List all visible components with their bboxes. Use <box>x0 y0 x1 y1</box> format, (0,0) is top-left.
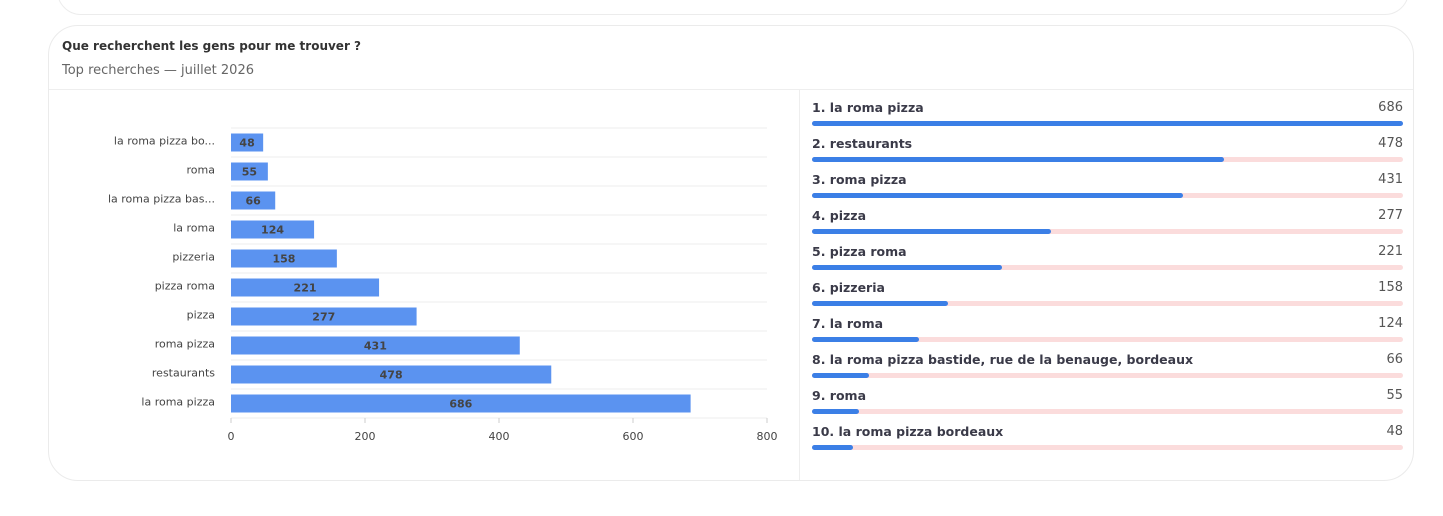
ranking-item: 3. roma pizza 431 <box>812 170 1403 206</box>
progress-track <box>812 373 1403 378</box>
ranking-item: 5. pizza roma 221 <box>812 242 1403 278</box>
card-title: Que recherchent les gens pour me trouver… <box>62 39 361 53</box>
ranking-item: 7. la roma 124 <box>812 314 1403 350</box>
value-label: 66 <box>245 195 261 208</box>
item-value: 55 <box>1386 388 1403 403</box>
y-tick-label: la roma pizza <box>141 396 215 409</box>
y-tick-label: la roma pizza bas... <box>108 193 215 206</box>
ranking-item: 1. la roma pizza 686 <box>812 98 1403 134</box>
bar <box>231 249 337 268</box>
ranking-item: 4. pizza 277 <box>812 206 1403 242</box>
y-tick-label: pizzeria <box>172 251 215 264</box>
chart: 0 200 400 600 800 la roma pizza bo... 48 roma 55… <box>108 127 778 443</box>
bar <box>231 365 552 384</box>
progress-bar <box>812 229 1051 234</box>
ranking-item: 9. roma 55 <box>812 386 1403 422</box>
item-label: 7. la roma <box>812 316 884 331</box>
item-label: 2. restaurants <box>812 136 913 151</box>
item-value: 686 <box>1378 100 1403 115</box>
ranking-item: 10. la roma pizza bordeaux 48 <box>812 422 1403 458</box>
y-tick-label: roma pizza <box>155 338 215 351</box>
progress-track <box>812 409 1403 414</box>
y-tick-label: roma <box>187 164 215 177</box>
item-value: 124 <box>1378 316 1403 331</box>
progress-track <box>812 121 1403 126</box>
y-tick-label: pizza roma <box>155 280 215 293</box>
progress-bar <box>812 373 869 378</box>
item-value: 158 <box>1378 280 1403 295</box>
progress-bar <box>812 193 1184 198</box>
x-tick-label: 600 <box>623 430 644 443</box>
progress-track <box>812 445 1403 450</box>
ranking-item: 6. pizzeria 158 <box>812 278 1403 314</box>
item-value: 478 <box>1378 136 1403 151</box>
bar <box>231 336 520 355</box>
item-label: 4. pizza <box>812 208 867 223</box>
y-tick-label: la roma <box>173 222 215 235</box>
bar <box>231 191 276 210</box>
card-subtitle: Top recherches — juillet 2026 <box>62 63 254 78</box>
item-value: 431 <box>1378 172 1403 187</box>
card: Que recherchent les gens pour me trouver… <box>48 25 1414 481</box>
item-label: 9. roma <box>812 388 867 403</box>
item-label: 8. la roma pizza bastide, rue de la bena… <box>812 352 1194 367</box>
ranking-item: 2. restaurants 478 <box>812 134 1403 170</box>
item-label: 5. pizza roma <box>812 244 907 259</box>
bar <box>231 133 264 152</box>
bar <box>231 394 691 413</box>
value-label: 124 <box>261 224 284 237</box>
separator <box>49 89 1413 90</box>
value-label: 55 <box>242 166 257 179</box>
progress-bar <box>812 301 949 306</box>
item-label: 6. pizzeria <box>812 280 885 295</box>
bar <box>231 162 268 181</box>
progress-bar <box>812 121 1403 126</box>
progress-bar <box>812 157 1224 162</box>
progress-track <box>812 229 1403 234</box>
value-label: 221 <box>294 282 317 295</box>
y-tick-label: la roma pizza bo... <box>114 135 215 148</box>
ranking-item: 8. la roma pizza bastide, rue de la bena… <box>812 350 1403 386</box>
value-label: 431 <box>364 340 387 353</box>
item-label: 10. la roma pizza bordeaux <box>812 424 1004 439</box>
progress-bar <box>812 337 919 342</box>
x-tick-label: 200 <box>355 430 376 443</box>
item-value: 277 <box>1378 208 1403 223</box>
item-value: 66 <box>1386 352 1403 367</box>
progress-track <box>812 337 1403 342</box>
progress-bar <box>812 265 1003 270</box>
value-label: 478 <box>380 369 403 382</box>
item-value: 221 <box>1378 244 1403 259</box>
x-tick-label: 0 <box>228 430 235 443</box>
x-tick-label: 400 <box>489 430 510 443</box>
value-label: 686 <box>449 398 472 411</box>
value-label: 158 <box>272 253 295 266</box>
y-tick-label: restaurants <box>152 367 215 380</box>
bar <box>231 278 380 297</box>
bar <box>231 220 315 239</box>
item-label: 1. la roma pizza <box>812 100 924 115</box>
item-label: 3. roma pizza <box>812 172 907 187</box>
x-tick-label: 800 <box>757 430 778 443</box>
progress-track <box>812 193 1403 198</box>
value-label: 48 <box>239 137 254 150</box>
bar <box>231 307 417 326</box>
y-tick-label: pizza <box>187 309 215 322</box>
item-value: 48 <box>1386 424 1403 439</box>
ranking-list: 1. la roma pizza 686 2. restaurants 478 3. r… <box>812 98 1403 458</box>
progress-track <box>812 265 1403 270</box>
value-label: 277 <box>312 311 335 324</box>
progress-bar <box>812 409 860 414</box>
progress-bar <box>812 445 854 450</box>
progress-track <box>812 157 1403 162</box>
progress-track <box>812 301 1403 306</box>
separator <box>799 89 800 480</box>
